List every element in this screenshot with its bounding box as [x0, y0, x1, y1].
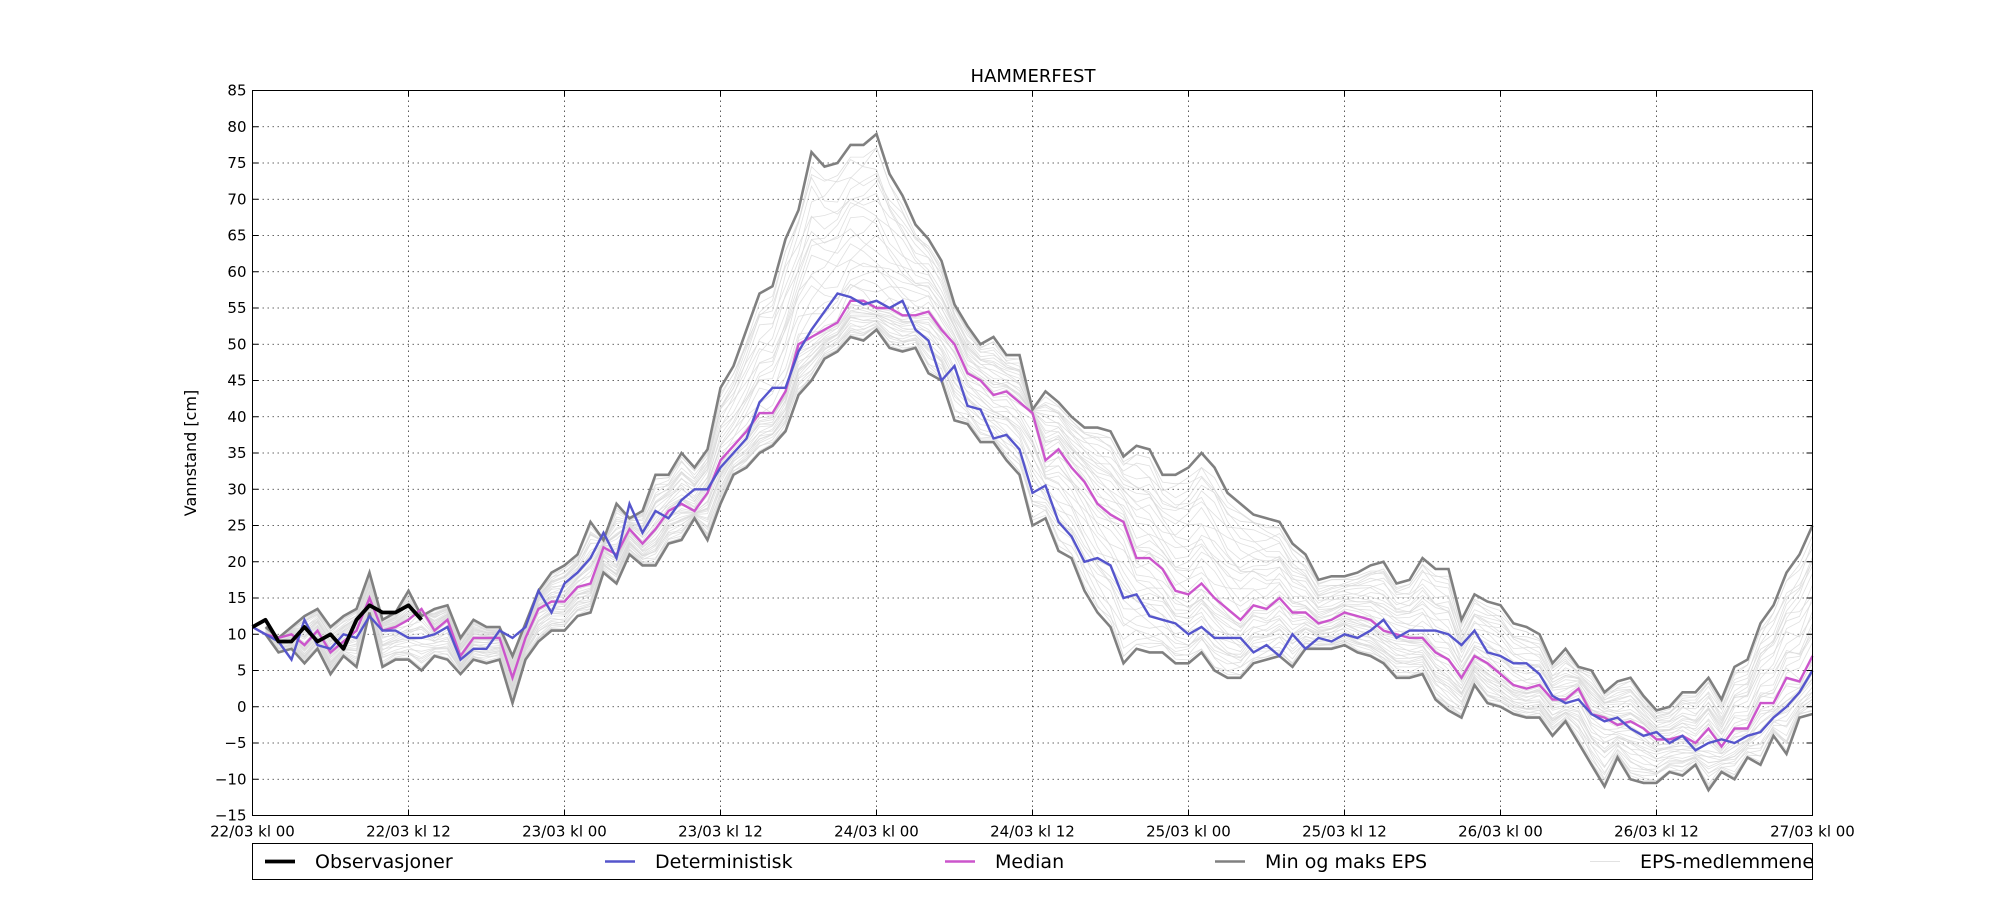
- deterministic-line: [251, 292, 1814, 752]
- eps-member-line: [265, 279, 1813, 746]
- legend-label-observasjoner: Observasjoner: [315, 851, 453, 873]
- eps-member-line: [265, 324, 1813, 776]
- axis-ticks: −15 −10 −5 0 5 10 15 20 25 30 35 40 45 50 55 60 65 70 75 80…: [210, 82, 1855, 841]
- legend-label-median: Median: [995, 851, 1064, 873]
- legend-label-min-og-maks-eps: Min og maks EPS: [1265, 851, 1427, 873]
- legend-label-eps-medlemmene: EPS-medlemmene: [1640, 851, 1814, 873]
- y-tick-label: 40: [227, 408, 246, 426]
- x-tick-label: 23/03 kl 12: [678, 823, 763, 841]
- legend-frame: [252, 843, 1813, 880]
- median-line: [251, 299, 1814, 749]
- y-tick-label: 85: [227, 82, 246, 100]
- x-tick-label: 23/03 kl 00: [522, 823, 607, 841]
- eps-member-line: [265, 322, 1813, 774]
- y-tick-label: 0: [237, 698, 247, 716]
- y-tick-label: 35: [227, 444, 246, 462]
- y-tick-label: 80: [227, 118, 246, 136]
- x-tick-label: 27/03 kl 00: [1770, 823, 1855, 841]
- y-tick-label: 75: [227, 154, 246, 172]
- y-tick-label: 50: [227, 335, 246, 353]
- eps-member-line: [265, 158, 1813, 717]
- eps-member-line: [265, 319, 1813, 774]
- x-tick-label: 25/03 kl 00: [1146, 823, 1231, 841]
- y-tick-label: 55: [227, 299, 246, 317]
- eps-member-line: [265, 254, 1813, 731]
- eps-member-line: [265, 202, 1813, 725]
- y-tick-label: −15: [215, 807, 247, 825]
- eps-member-line: [265, 322, 1813, 769]
- gridlines: [252, 90, 1813, 816]
- eps-member-line: [265, 307, 1813, 754]
- eps-member-line: [265, 198, 1813, 722]
- series-lines: [251, 131, 1814, 793]
- eps-member-line: [265, 316, 1813, 767]
- legend: Observasjoner Deterministisk Median Min og …: [252, 843, 1814, 880]
- y-tick-label: 45: [227, 372, 246, 390]
- y-tick-label: 60: [227, 263, 246, 281]
- y-tick-label: −5: [224, 734, 246, 752]
- y-tick-label: −10: [215, 770, 247, 788]
- chart-title: HAMMERFEST: [971, 66, 1097, 87]
- y-tick-label: 15: [227, 589, 246, 607]
- y-tick-label: 5: [237, 662, 247, 680]
- y-axis-label: Vannstand [cm]: [181, 390, 200, 516]
- y-tick-label: 20: [227, 553, 246, 571]
- eps-member-line: [265, 307, 1813, 755]
- x-tick-label: 26/03 kl 00: [1458, 823, 1543, 841]
- eps-member-line: [265, 326, 1813, 787]
- x-tick-label: 22/03 kl 12: [366, 823, 451, 841]
- x-tick-label: 24/03 kl 00: [834, 823, 919, 841]
- y-tick-label: 70: [227, 190, 246, 208]
- eps-member-line: [265, 216, 1813, 730]
- y-tick-label: 10: [227, 625, 246, 643]
- y-tick-label: 25: [227, 517, 246, 535]
- x-tick-label: 22/03 kl 00: [210, 823, 295, 841]
- x-tick-label: 25/03 kl 12: [1302, 823, 1387, 841]
- eps-min-line: [264, 327, 1813, 793]
- y-tick-label: 30: [227, 480, 246, 498]
- x-tick-label: 26/03 kl 12: [1614, 823, 1699, 841]
- observations-line: [251, 603, 423, 651]
- legend-label-deterministisk: Deterministisk: [655, 851, 793, 873]
- y-tick-label: 65: [227, 227, 246, 245]
- x-tick-label: 24/03 kl 12: [990, 823, 1075, 841]
